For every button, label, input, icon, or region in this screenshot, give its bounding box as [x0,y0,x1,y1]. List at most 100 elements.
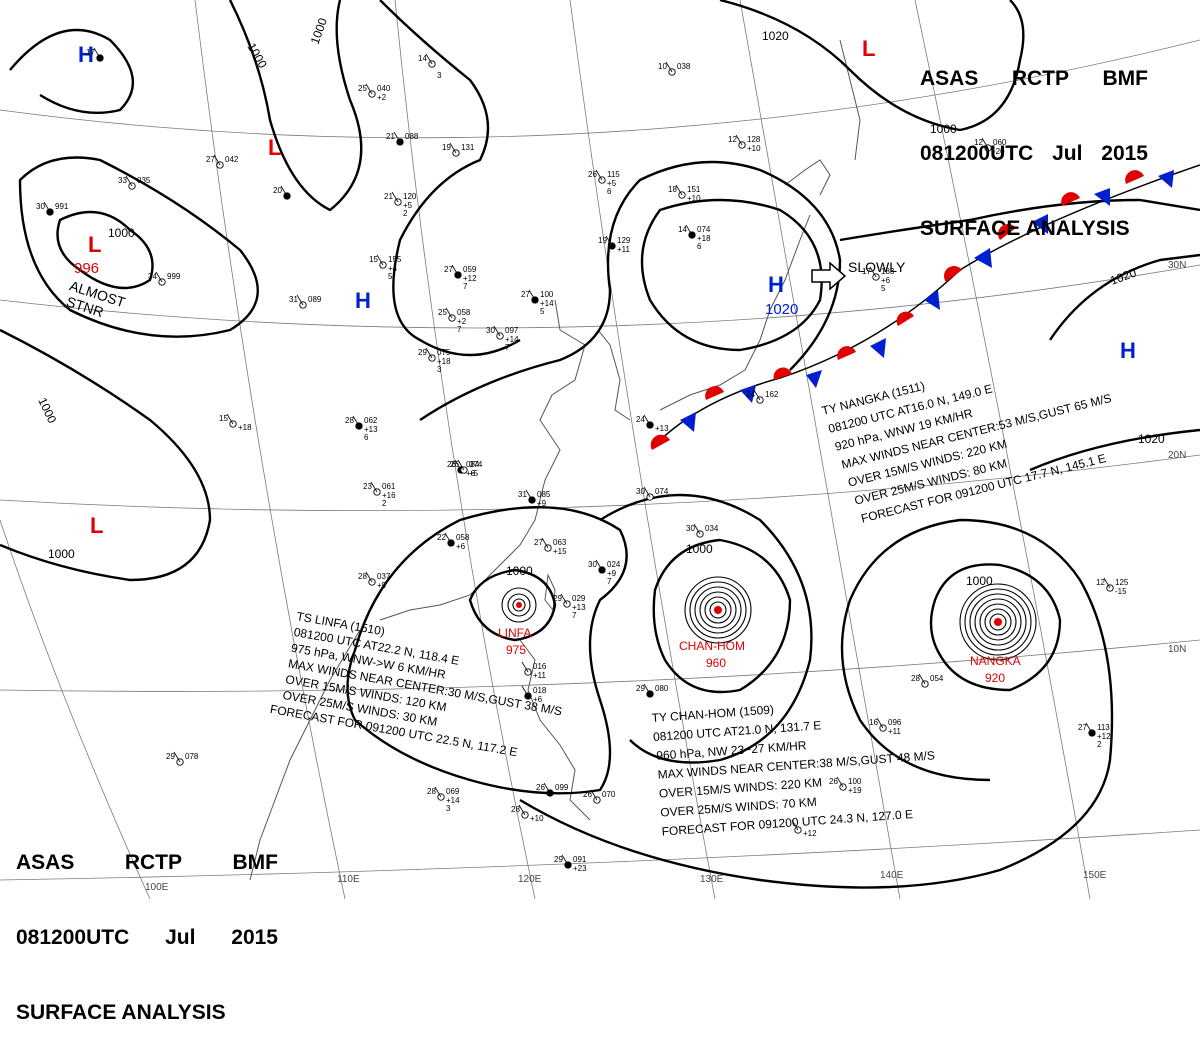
station-plot: 12 125-15 [1096,577,1129,596]
header-org: RCTP [1011,67,1070,90]
lon-label: 140E [880,870,904,881]
station-temp: 30 [36,202,45,211]
station-pressure: 074 [655,487,669,496]
isobar-label: 1000 [686,542,713,556]
storm-pressure: 960 [706,656,726,670]
station-temp: 16 [869,718,878,727]
station-plot: 018+6 [521,685,547,704]
high-center-value: 1020 [765,301,798,318]
station-temp: 25 [438,308,447,317]
wind-barb [561,854,569,866]
station-temp: 31 [518,490,527,499]
wind-barb [753,389,761,401]
station-plot: 29 091+23 [554,854,587,873]
station-temp: 17 [86,48,95,57]
station-pressure: 034 [705,524,719,533]
wind-barb [521,685,529,697]
wind-barb [643,486,651,498]
station-pressure: 096 [888,718,902,727]
station-temp: 12 [728,135,737,144]
station-plot: 27 063+15 [534,537,567,556]
coast-sakhalin [839,39,861,161]
wind-barb [518,804,526,816]
header-year: 2015 [231,926,278,949]
station-temp: 34 [148,272,157,281]
station-plot: 27 059+127 [444,264,477,291]
station-temp: 22 [437,533,446,542]
grid-labels: 100E 110E 120E 130E 140E 150E 30N 20N 10… [145,260,1186,893]
isobar-1000-nw [9,28,134,115]
station-temp: 17 [862,267,871,276]
wind-barb [449,142,457,154]
station-temp: 12 [1096,578,1105,587]
station-temp: 27 [521,290,530,299]
wind-barb [836,776,844,788]
wind-barb [595,169,603,181]
station-tendency: +6 [466,469,476,478]
header-org: ASAS [920,67,979,90]
station-pressure: 059 [463,265,477,274]
station-temp: 21 [386,132,395,141]
isobar-996-low [56,210,154,290]
station-pressure: 061 [382,482,396,491]
station-plot: 26 070 [583,789,616,804]
station-temp: 28 [345,416,354,425]
coast-korea [597,329,631,421]
isobar-1020-se [1029,428,1200,472]
station-dewpoint-depression: 7 [572,611,577,620]
wind-barb [493,325,501,337]
wind-barb [1103,577,1111,589]
station-plot: 30 097+147 [486,325,519,352]
station-tendency: +10 [530,814,544,823]
station-tendency: +11 [617,245,631,254]
station-pressure: 162 [765,390,779,399]
station-dewpoint-depression: 5 [881,284,886,293]
lon-label: 110E [337,874,360,885]
meridian-120e [394,0,536,899]
isobars [0,0,1200,889]
storm-pressure: 975 [506,643,526,657]
isobar-1000-east [719,0,1025,132]
station-temp: 31 [289,295,298,304]
isobar-1000-large [346,505,628,795]
meridian-100e [0,519,151,899]
slowly-label: SLOWLY [848,259,906,275]
station-temp: 20 [273,186,282,195]
station-plot: 30 024+97 [588,559,621,586]
station-temp: 14 [418,54,427,63]
wind-barb [434,786,442,798]
station-pressure: 054 [930,674,944,683]
header-top-right: ASAS RCTP BMF 081200UTC Jul 2015 SURFACE ANA… [920,16,1148,266]
station-plot: 29 075+183 [418,347,451,374]
station-temp: 29 [554,855,563,864]
station-temp: 29 [636,684,645,693]
wind-barb [918,673,926,685]
isobar-1000-north [228,0,363,212]
wind-barb [365,83,373,95]
wind-barb [876,717,884,729]
station-plot: 29 078 [166,751,199,766]
station-pressure: 085 [537,490,551,499]
station-dewpoint-depression: 6 [364,433,369,442]
station-temp: 26 [583,790,592,799]
station-plot: 28 054 [911,673,944,688]
station-temp: 28 [911,674,920,683]
station-tendency: +4 [388,264,398,273]
station-tendency: +5 [403,201,413,210]
wind-barb [590,789,598,801]
station-pressure: 088 [405,132,419,141]
station-tendency: +10 [747,144,761,153]
header-month: Jul [165,926,196,949]
station-temp: 19 [442,143,451,152]
station-plot: 20 [273,185,291,200]
station-tendency: +23 [573,864,587,873]
meridian-140e [739,0,901,899]
storm-name: LINFA [498,626,531,640]
station-temp: 10 [658,62,667,71]
station-plot: 26 100+19 [829,776,862,795]
isobar-1000-linfa [468,568,557,642]
station-dewpoint-depression: 5 [540,307,545,316]
station-plot: 28 +10 [511,804,544,823]
station-temp: 27 [444,265,453,274]
station-tendency: +6 [881,276,891,285]
